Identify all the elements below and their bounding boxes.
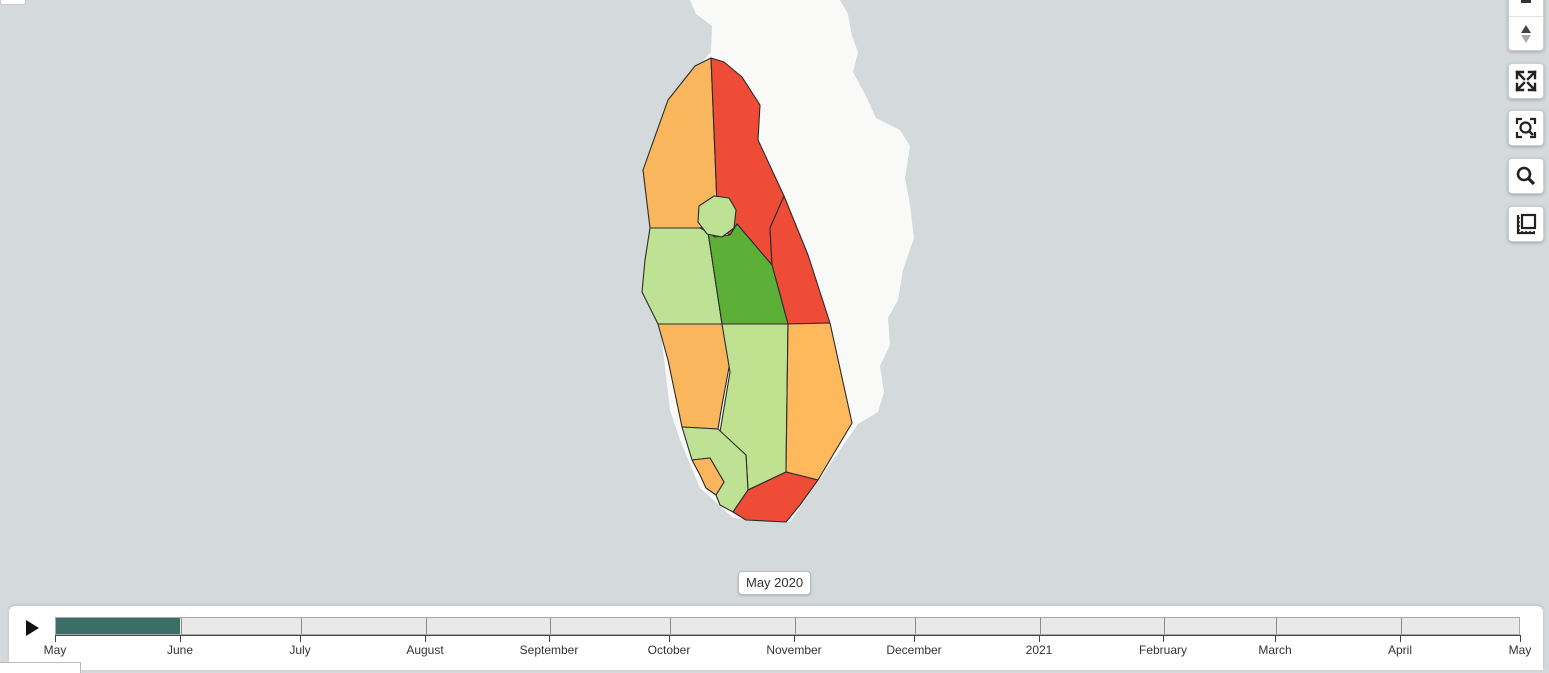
plus-icon — [1521, 0, 1531, 3]
timeline-month-label[interactable]: November — [766, 643, 822, 657]
current-date-label: May 2020 — [738, 571, 812, 595]
timeline-tick — [301, 618, 302, 634]
axis-tick — [1400, 635, 1401, 642]
region-south-tip[interactable] — [732, 471, 819, 523]
timeline-tick — [915, 618, 916, 634]
timeline-panel: May June July August September October Novembe… — [9, 606, 1543, 670]
timeline-month-label[interactable]: 2021 — [1025, 643, 1053, 657]
timeline-tick — [1040, 618, 1041, 634]
timeline-month-label[interactable]: December — [886, 643, 942, 657]
zoom-extent-icon — [1515, 117, 1537, 139]
measure-button[interactable] — [1508, 206, 1544, 242]
axis-tick — [794, 635, 795, 642]
timeline-month-label[interactable]: June — [166, 643, 194, 657]
timeline-month-label[interactable]: September — [519, 643, 579, 657]
timeline-month-label[interactable]: May — [43, 643, 67, 657]
axis-tick — [669, 635, 670, 642]
timeline-month-label[interactable]: February — [1138, 643, 1188, 657]
axis-tick — [55, 635, 56, 642]
top-left-control[interactable] — [0, 0, 26, 5]
timeline-month-label[interactable]: May — [1508, 643, 1532, 657]
timeline-axis — [55, 635, 1520, 636]
axis-tick — [425, 635, 426, 642]
timeline-tick — [1164, 618, 1165, 634]
timeline-track[interactable] — [55, 617, 1520, 635]
search-icon — [1516, 166, 1536, 186]
zoom-extent-button[interactable] — [1508, 110, 1544, 146]
timeline-month-label[interactable]: April — [1387, 643, 1413, 657]
timeline-tick — [426, 618, 427, 634]
axis-tick — [1275, 635, 1276, 642]
timeline-progress[interactable] — [56, 618, 180, 634]
fullscreen-button[interactable] — [1508, 63, 1544, 99]
region-south-inner[interactable] — [691, 457, 725, 496]
axis-tick — [1520, 635, 1521, 642]
zoom-control-group — [1508, 0, 1544, 51]
axis-tick — [1039, 635, 1040, 642]
measure-icon — [1516, 213, 1537, 235]
bottom-tab[interactable] — [0, 662, 81, 673]
play-button[interactable] — [23, 618, 41, 638]
search-button[interactable] — [1508, 158, 1544, 194]
timeline-tick — [550, 618, 551, 634]
timeline-tick — [1276, 618, 1277, 634]
timeline-month-label[interactable]: March — [1258, 643, 1292, 657]
timeline-tick — [795, 618, 796, 634]
timeline-tick — [181, 618, 182, 634]
region-central-circle[interactable] — [697, 195, 737, 238]
axis-tick — [300, 635, 301, 642]
control-divider — [1509, 16, 1543, 17]
play-icon — [26, 620, 39, 636]
axis-tick — [180, 635, 181, 642]
timeline-tick — [670, 618, 671, 634]
timeline-month-label[interactable]: July — [289, 643, 311, 657]
compass-icon — [1521, 24, 1531, 43]
axis-tick — [914, 635, 915, 642]
axis-tick — [549, 635, 550, 642]
axis-tick — [1163, 635, 1164, 642]
zoom-in-button[interactable] — [1509, 0, 1543, 16]
region-south-east[interactable] — [785, 322, 853, 481]
timeline-tick — [1401, 618, 1402, 634]
timeline-month-label[interactable]: August — [406, 643, 444, 657]
expand-icon — [1515, 70, 1537, 92]
timeline-month-label[interactable]: October — [647, 643, 691, 657]
compass-button[interactable] — [1509, 17, 1543, 50]
